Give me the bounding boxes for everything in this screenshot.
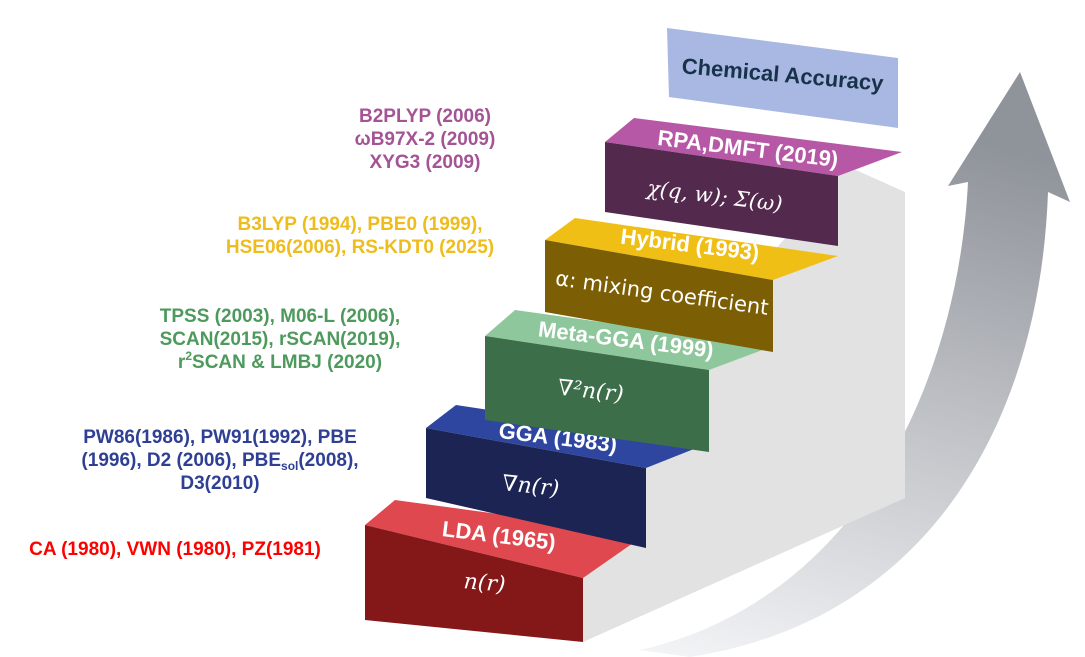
gga-examples: PW86(1986), PW91(1992), PBE (1996), D2 (… — [50, 426, 390, 495]
meta-gga-examples-line: SCAN(2015), rSCAN(2019), — [159, 329, 401, 350]
meta-gga-examples-superscript: 2 — [185, 349, 193, 363]
step-gga-front — [426, 428, 646, 548]
gga-examples-line: D3(2010) — [180, 473, 260, 494]
rpa-examples-line: B2PLYP (2006) — [358, 106, 492, 127]
meta-gga-examples: TPSS (2003), M06-L (2006), SCAN(2015), r… — [120, 305, 440, 374]
step-hybrid-front — [545, 240, 773, 352]
hybrid-examples-line: HSE06(2006), RS-KDT0 (2025) — [225, 237, 495, 258]
meta-gga-examples-line: r2SCAN & LMBJ (2020) — [120, 349, 440, 374]
step-meta-gga-top — [485, 310, 773, 370]
gga-examples-text: (2008), — [298, 450, 359, 471]
rpa-examples-line: XYG3 (2009) — [369, 152, 481, 173]
rpa-examples: B2PLYP (2006) ωB97X-2 (2009) XYG3 (2009) — [310, 105, 540, 174]
step-hybrid-top — [545, 218, 838, 280]
chemical-accuracy-banner — [667, 28, 898, 128]
step-gga-variable: ∇n(r) — [501, 471, 561, 502]
step-meta-gga-front — [485, 336, 709, 452]
step-lda-front — [365, 525, 583, 642]
lda-examples: CA (1980), VWN (1980), PZ(1981) — [10, 538, 340, 561]
meta-gga-examples-text: r — [177, 352, 186, 373]
hybrid-examples-line: B3LYP (1994), PBE0 (1999), — [237, 214, 483, 235]
rpa-examples-line: ωB97X-2 (2009) — [354, 129, 496, 150]
step-lda-variable: n(r) — [463, 569, 507, 598]
progress-arrow-icon — [640, 72, 1070, 657]
stair-side-face — [583, 162, 905, 642]
gga-examples-line: (1996), D2 (2006), PBEsol(2008), — [50, 449, 390, 472]
meta-gga-examples-text: SCAN & LMBJ (2020) — [192, 352, 383, 373]
gga-examples-line: PW86(1986), PW91(1992), PBE — [83, 427, 357, 448]
step-rpa-front — [605, 142, 838, 246]
gga-examples-subscript: sol — [281, 459, 299, 473]
meta-gga-examples-line: TPSS (2003), M06-L (2006), — [159, 306, 401, 327]
lda-examples-line: CA (1980), VWN (1980), PZ(1981) — [29, 539, 321, 560]
gga-examples-text: (1996), D2 (2006), PBE — [81, 450, 282, 471]
step-lda-top — [365, 500, 646, 578]
step-rpa-top — [605, 118, 902, 176]
hybrid-examples: B3LYP (1994), PBE0 (1999), HSE06(2006), … — [195, 213, 525, 259]
